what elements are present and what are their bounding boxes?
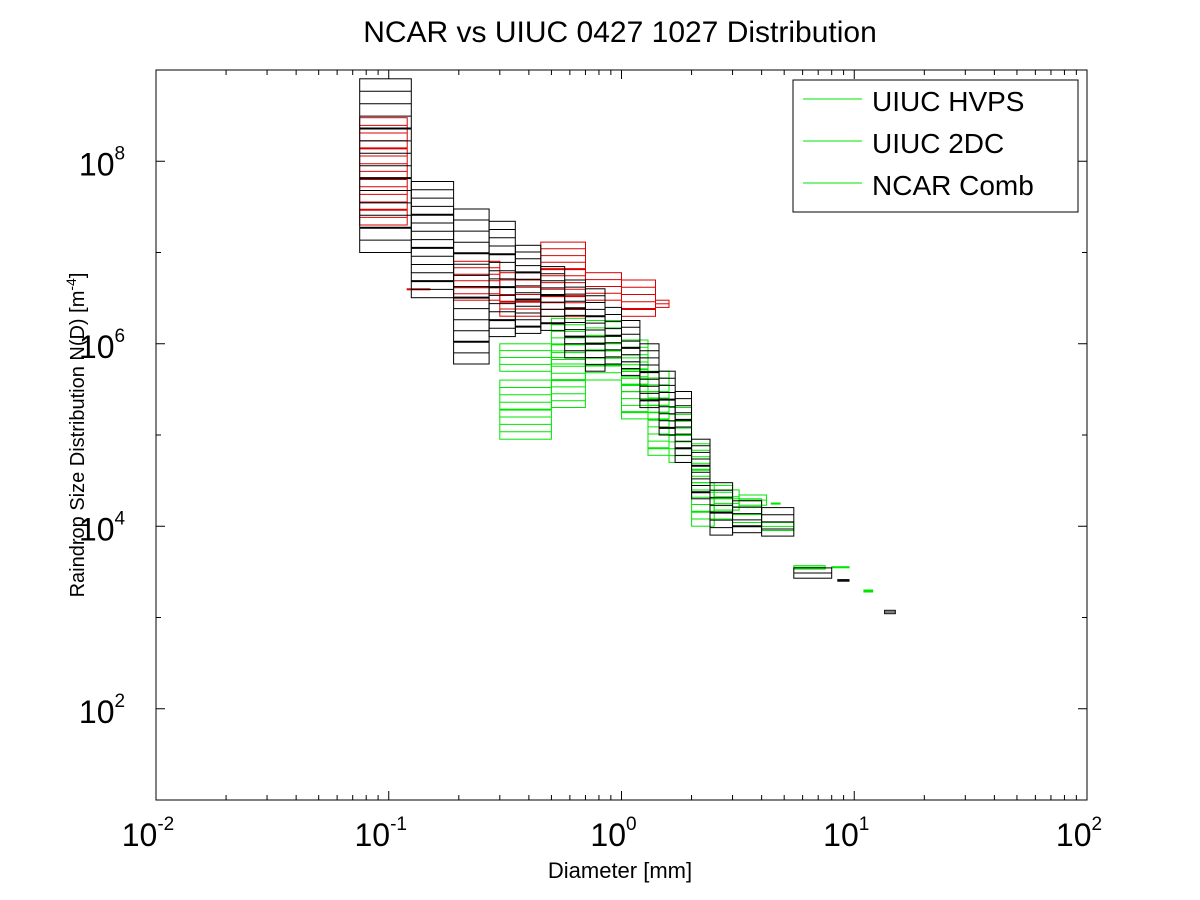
x-tick-base: 10 (1056, 817, 1092, 853)
bin-outline (621, 357, 649, 420)
y-tick-exponent: 4 (115, 508, 126, 529)
data-bin (691, 438, 711, 500)
x-tick-exponent: -2 (157, 814, 174, 835)
x-tick-label: 101 (823, 814, 869, 853)
y-tick-base: 10 (79, 329, 115, 365)
legend-item: NCAR Comb (803, 170, 1034, 201)
x-tick-base: 10 (823, 817, 859, 853)
y-tick-exponent: 6 (115, 326, 126, 347)
bin-outline (691, 438, 711, 500)
y-axis-label: Raindrop Size Distribution N(D) [m-4] (63, 273, 89, 598)
bin-outline (647, 391, 670, 456)
data-bin (884, 609, 896, 615)
data-bin (499, 343, 552, 372)
y-axis-label-close: ] (67, 273, 89, 279)
data-bin (793, 565, 826, 570)
y-tick-label: 106 (79, 326, 125, 365)
x-tick-exponent: -1 (390, 814, 407, 835)
y-tick-label: 108 (79, 143, 125, 182)
data-bin (837, 579, 850, 582)
legend: UIUC HVPS UIUC 2DC NCAR Comb (792, 79, 1079, 213)
data-bin (647, 391, 670, 456)
data-bin (761, 507, 795, 537)
y-tick-base: 10 (79, 694, 115, 730)
legend-box (792, 79, 1079, 213)
series-layer (359, 78, 896, 615)
data-bin (540, 266, 566, 331)
x-tick-base: 10 (355, 817, 391, 853)
legend-item: UIUC 2DC (803, 128, 1004, 159)
x-axis-label: Diameter [mm] (548, 858, 692, 883)
chart-title: NCAR vs UIUC 0427 1027 Distribution (363, 16, 877, 49)
y-tick-label: 102 (79, 691, 125, 730)
data-bin (550, 317, 586, 365)
data-bin (488, 220, 516, 338)
y-tick-exponent: 2 (115, 691, 126, 712)
data-bin (584, 288, 606, 372)
data-bin (621, 357, 649, 420)
bin-outline (621, 279, 656, 317)
y-tick-exponent: 8 (115, 143, 126, 164)
data-bin (499, 379, 552, 440)
x-tick-exponent: 1 (859, 814, 870, 835)
data-bin (738, 494, 768, 506)
data-bin (770, 502, 781, 505)
x-tick-label: 10-2 (122, 814, 175, 853)
legend-label: UIUC HVPS (872, 86, 1024, 117)
legend-label: UIUC 2DC (872, 128, 1004, 159)
x-tick-label: 102 (1056, 814, 1102, 853)
data-bin (621, 279, 656, 317)
data-bin (655, 299, 670, 308)
y-tick-base: 10 (79, 511, 115, 547)
x-tick-exponent: 0 (626, 814, 637, 835)
x-tick-label: 10-1 (355, 814, 408, 853)
y-axis-label-exponent: -4 (63, 278, 79, 291)
series-ncar (359, 78, 896, 615)
legend-item: UIUC HVPS (803, 86, 1024, 117)
x-tick-base: 10 (122, 817, 158, 853)
data-bin (831, 566, 850, 569)
x-tick-exponent: 2 (1092, 814, 1103, 835)
y-tick-label: 104 (79, 508, 126, 547)
data-bin (709, 482, 734, 536)
data-bin (674, 391, 692, 463)
y-tick-base: 10 (79, 146, 115, 182)
y-axis-label-text: Raindrop Size Distribution N(D) [m (67, 291, 89, 598)
x-tick-base: 10 (590, 817, 626, 853)
legend-label: NCAR Comb (872, 170, 1034, 201)
data-bin (564, 279, 587, 359)
data-bin (359, 78, 412, 253)
data-bin (863, 589, 874, 593)
legend-items: UIUC HVPS UIUC 2DC NCAR Comb (803, 86, 1034, 201)
x-tick-label: 100 (590, 814, 636, 853)
data-bin (793, 567, 833, 579)
